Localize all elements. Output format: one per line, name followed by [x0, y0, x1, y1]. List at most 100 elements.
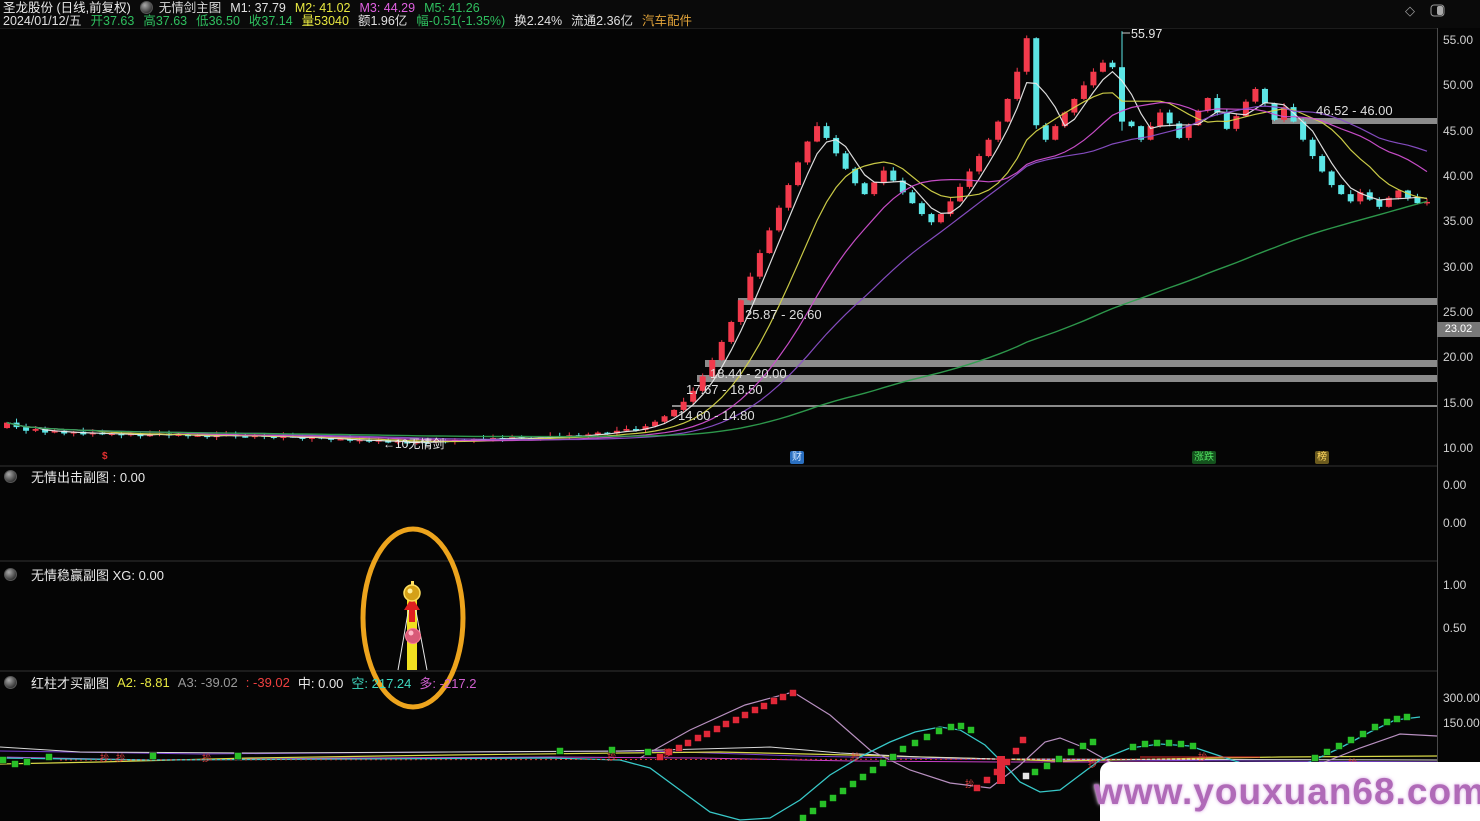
candle[interactable]	[1376, 199, 1383, 207]
candle[interactable]	[1233, 116, 1240, 129]
candle[interactable]	[709, 360, 716, 377]
candle[interactable]	[594, 432, 601, 435]
candle[interactable]	[661, 416, 668, 422]
diamond-icon[interactable]: ◇	[1405, 3, 1415, 18]
candle[interactable]	[814, 126, 821, 142]
candle[interactable]	[785, 185, 792, 208]
indicator-orb-icon[interactable]	[4, 470, 17, 483]
candle[interactable]	[642, 426, 649, 430]
layout-icon[interactable]	[1430, 4, 1445, 20]
candle[interactable]	[652, 421, 659, 427]
candle[interactable]	[623, 428, 630, 431]
candle[interactable]	[890, 170, 897, 181]
candle[interactable]	[861, 183, 868, 195]
candle[interactable]	[680, 401, 687, 410]
candle[interactable]	[175, 434, 182, 436]
candle[interactable]	[1004, 98, 1011, 122]
indicator-orb-icon[interactable]	[4, 568, 17, 581]
candle[interactable]	[1414, 197, 1421, 204]
candle[interactable]	[842, 153, 849, 169]
candle[interactable]	[1080, 85, 1087, 99]
candle[interactable]	[1366, 192, 1373, 200]
candle[interactable]	[1300, 121, 1307, 140]
candle[interactable]	[1204, 98, 1211, 111]
candle[interactable]	[61, 430, 68, 434]
candle[interactable]	[280, 436, 287, 439]
candle[interactable]	[632, 428, 639, 431]
candle[interactable]	[966, 171, 973, 187]
candle[interactable]	[1319, 156, 1326, 172]
candle[interactable]	[928, 214, 935, 223]
candle[interactable]	[804, 141, 811, 163]
candle[interactable]	[976, 156, 983, 172]
candle[interactable]	[1290, 107, 1297, 122]
candle[interactable]	[1128, 121, 1135, 127]
candle[interactable]	[604, 432, 611, 435]
candle[interactable]	[985, 139, 992, 157]
candle[interactable]	[1395, 190, 1402, 198]
candle[interactable]	[899, 180, 906, 193]
candle[interactable]	[1071, 98, 1078, 113]
candle[interactable]	[1023, 38, 1030, 72]
candle[interactable]	[1328, 171, 1335, 186]
candle[interactable]	[728, 321, 735, 342]
candle[interactable]	[1223, 112, 1230, 129]
indicator-orb-icon[interactable]	[139, 1, 153, 14]
candle[interactable]	[1014, 71, 1021, 99]
candle[interactable]	[937, 214, 944, 223]
candle[interactable]	[871, 182, 878, 195]
candle[interactable]	[737, 300, 744, 322]
candle[interactable]	[1033, 38, 1040, 126]
candle[interactable]	[1261, 88, 1268, 104]
candle[interactable]	[756, 253, 763, 277]
candle[interactable]	[1042, 125, 1049, 140]
candle[interactable]	[909, 192, 916, 204]
candle[interactable]	[1281, 107, 1288, 120]
candle[interactable]	[1157, 112, 1164, 127]
panel-header-2[interactable]: 无情稳赢副图 XG: 0.00	[4, 565, 164, 584]
candle[interactable]	[337, 438, 344, 441]
candle[interactable]	[957, 186, 963, 202]
candle[interactable]	[1138, 126, 1145, 140]
candle[interactable]	[918, 203, 925, 215]
candle[interactable]	[1176, 123, 1183, 138]
candle[interactable]	[32, 428, 39, 431]
candle[interactable]	[51, 430, 58, 433]
candle[interactable]	[852, 168, 859, 184]
candle[interactable]	[690, 390, 697, 402]
candle[interactable]	[1109, 62, 1116, 68]
candle[interactable]	[242, 436, 249, 438]
candle[interactable]	[4, 422, 10, 429]
candle[interactable]	[947, 201, 954, 215]
candle[interactable]	[1166, 112, 1173, 124]
candle[interactable]	[1338, 185, 1345, 195]
candle[interactable]	[794, 162, 801, 186]
candle[interactable]	[356, 439, 363, 442]
candle[interactable]	[1119, 67, 1126, 122]
indicator-orb-icon[interactable]	[4, 676, 17, 689]
candle[interactable]	[194, 435, 201, 437]
candle[interactable]	[1061, 112, 1068, 127]
candle[interactable]	[699, 376, 706, 391]
candle[interactable]	[308, 437, 315, 439]
candle[interactable]	[1252, 88, 1259, 102]
candle[interactable]	[718, 341, 725, 361]
candle[interactable]	[1185, 125, 1192, 138]
candle[interactable]	[23, 427, 30, 431]
candle[interactable]	[1052, 126, 1059, 140]
candle[interactable]	[1423, 201, 1430, 204]
candle[interactable]	[1347, 194, 1354, 202]
candle[interactable]	[833, 137, 840, 154]
candle[interactable]	[775, 207, 782, 231]
candle[interactable]	[766, 230, 773, 254]
candle[interactable]	[671, 409, 678, 417]
candle[interactable]	[1090, 71, 1097, 86]
candle[interactable]	[747, 276, 754, 301]
candle[interactable]	[995, 121, 1002, 140]
candle[interactable]	[613, 430, 620, 434]
candle[interactable]	[880, 170, 887, 183]
candle[interactable]	[1147, 126, 1154, 140]
candle[interactable]	[1099, 62, 1106, 72]
candle[interactable]	[42, 428, 49, 433]
